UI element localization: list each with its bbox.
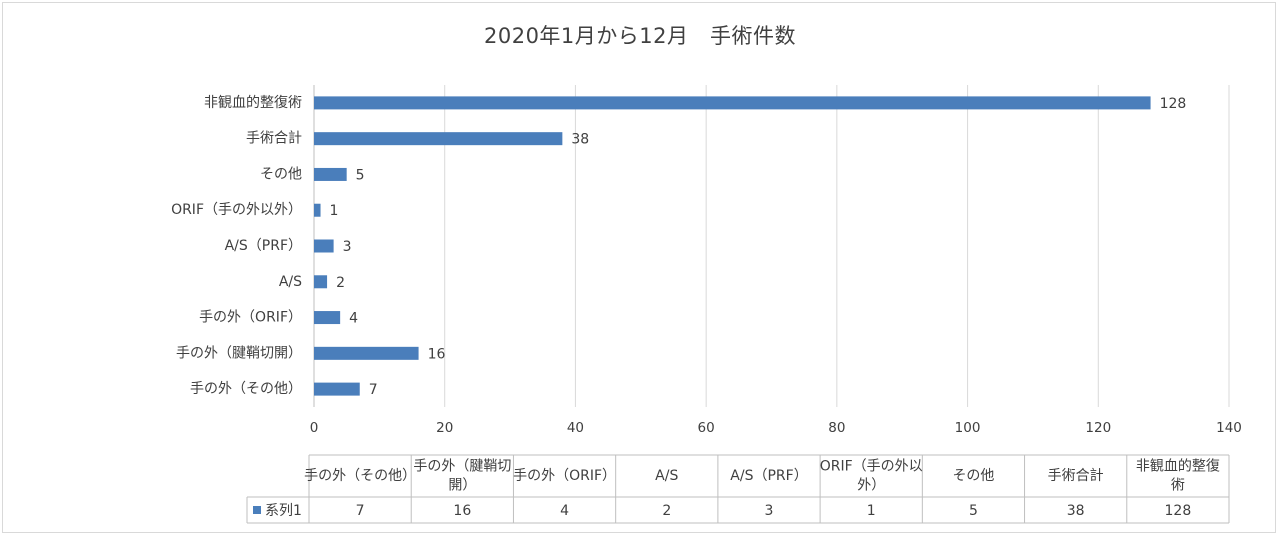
category-label: 手の外（腱鞘切開） [176, 345, 302, 361]
table-header-cell: ORIF（手の外以 [820, 459, 923, 475]
table-value-cell: 4 [560, 503, 569, 519]
bar [314, 311, 341, 325]
table-value-cell: 7 [356, 503, 365, 519]
x-tick-label: 100 [955, 420, 981, 436]
table-value-cell: 16 [453, 503, 471, 519]
data-label: 38 [571, 132, 589, 148]
x-tick-label: 140 [1216, 420, 1242, 436]
chart-title: 2020年1月から12月 手術件数 [483, 24, 797, 48]
data-label: 16 [428, 346, 446, 362]
table-header-cell: 手術合計 [1048, 468, 1104, 484]
data-label: 2 [336, 275, 345, 291]
bar [314, 96, 1151, 110]
table-value-cell: 5 [969, 503, 978, 519]
data-label: 7 [369, 382, 378, 398]
category-label: 手術合計 [246, 131, 302, 147]
bar [314, 203, 321, 217]
table-header-cell: 外） [857, 478, 885, 494]
table-header-cell: 手の外（ORIF） [513, 468, 616, 484]
table-header-cell: 手の外（腱鞘切 [413, 459, 511, 475]
x-tick-label: 0 [310, 420, 319, 436]
bar [314, 382, 360, 396]
data-label: 3 [343, 239, 352, 255]
table-value-cell: 3 [765, 503, 774, 519]
x-tick-label: 40 [567, 420, 584, 436]
table-header-cell: 非観血的整復 [1136, 458, 1220, 475]
data-label: 1 [330, 203, 339, 219]
data-label: 128 [1160, 96, 1187, 112]
table-header-cell: 手の外（その他） [304, 468, 416, 484]
table-header-cell: A/S（PRF） [730, 468, 807, 484]
data-label: 4 [349, 311, 358, 327]
category-label: その他 [260, 166, 302, 182]
x-tick-label: 60 [698, 420, 715, 436]
category-label: 手の外（その他） [190, 381, 302, 397]
category-label: A/S [279, 274, 302, 290]
bar [314, 346, 419, 360]
category-label: ORIF（手の外以外） [171, 202, 302, 218]
bar [314, 275, 328, 289]
table-value-cell: 1 [867, 503, 876, 519]
bar [314, 132, 563, 146]
bar [314, 167, 347, 181]
x-tick-label: 20 [436, 420, 453, 436]
data-label: 5 [356, 167, 365, 183]
category-label: 非観血的整復術 [204, 94, 302, 111]
table-header-cell: A/S [655, 468, 678, 484]
table-value-cell: 128 [1165, 503, 1192, 519]
category-label: 手の外（ORIF） [199, 310, 302, 326]
x-tick-label: 80 [828, 420, 845, 436]
legend-label: 系列1 [265, 503, 302, 519]
table-value-cell: 38 [1067, 503, 1085, 519]
table-header-cell: 術 [1171, 478, 1185, 494]
table-header-cell: その他 [952, 468, 994, 484]
category-label: A/S（PRF） [225, 238, 302, 254]
x-tick-label: 120 [1085, 420, 1111, 436]
legend-swatch [253, 506, 261, 514]
table-header-cell: 開） [448, 478, 476, 494]
bar [314, 239, 334, 253]
table-value-cell: 2 [662, 503, 671, 519]
